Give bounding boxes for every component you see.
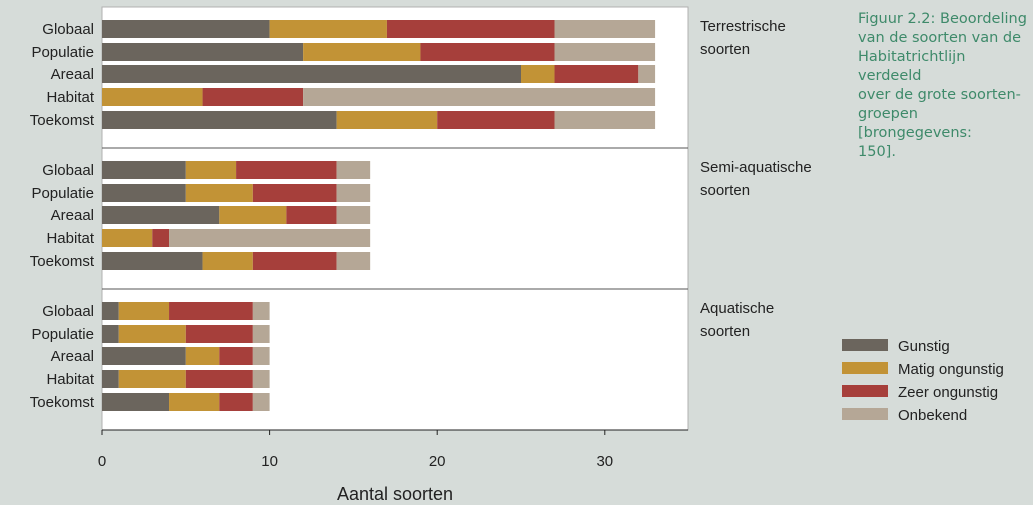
bar-gunstig bbox=[102, 325, 119, 343]
category-label: Globaal bbox=[42, 303, 94, 320]
category-label: Toekomst bbox=[30, 394, 95, 411]
legend-swatch bbox=[842, 408, 888, 420]
x-tick-label: 20 bbox=[429, 453, 446, 470]
legend-label: Zeer ongunstig bbox=[898, 384, 998, 401]
category-label: Globaal bbox=[42, 21, 94, 38]
panel-label: Semi-aquatische soorten bbox=[700, 159, 812, 199]
legend-swatch bbox=[842, 339, 888, 351]
bar-onbekend bbox=[336, 206, 371, 224]
bar-matig-ongunstig bbox=[185, 347, 220, 365]
category-label: Populatie bbox=[31, 185, 94, 202]
bar-zeer-ongunstig bbox=[554, 65, 639, 83]
category-label: Areaal bbox=[51, 66, 94, 83]
bar-matig-ongunstig bbox=[269, 20, 387, 38]
legend-label: Gunstig bbox=[898, 338, 950, 355]
bar-matig-ongunstig bbox=[102, 229, 153, 247]
bar-onbekend bbox=[169, 229, 371, 247]
bar-matig-ongunstig bbox=[118, 325, 186, 343]
bar-gunstig bbox=[102, 393, 170, 411]
legend-label: Matig ongunstig bbox=[898, 361, 1004, 378]
bar-matig-ongunstig bbox=[118, 370, 186, 388]
bar-gunstig bbox=[102, 65, 521, 83]
category-label: Globaal bbox=[42, 162, 94, 179]
bar-onbekend bbox=[638, 65, 656, 83]
category-label: Areaal bbox=[51, 207, 94, 224]
legend-swatch bbox=[842, 385, 888, 397]
bar-gunstig bbox=[102, 370, 119, 388]
bar-zeer-ongunstig bbox=[386, 20, 555, 38]
legend-label: Onbekend bbox=[898, 407, 967, 424]
bar-zeer-ongunstig bbox=[185, 370, 253, 388]
x-tick-label: 30 bbox=[596, 453, 613, 470]
bar-onbekend bbox=[554, 20, 656, 38]
bar-matig-ongunstig bbox=[118, 302, 170, 320]
panel-label: Terrestrische soorten bbox=[700, 18, 786, 58]
bar-gunstig bbox=[102, 111, 337, 129]
bar-zeer-ongunstig bbox=[202, 88, 304, 106]
x-tick-label: 0 bbox=[98, 453, 106, 470]
bar-zeer-ongunstig bbox=[437, 111, 555, 129]
panel-label: Aquatische soorten bbox=[700, 300, 774, 340]
bar-onbekend bbox=[252, 325, 270, 343]
bar-gunstig bbox=[102, 347, 186, 365]
bar-zeer-ongunstig bbox=[252, 184, 337, 202]
bar-matig-ongunstig bbox=[185, 184, 253, 202]
bar-zeer-ongunstig bbox=[286, 206, 337, 224]
category-label: Populatie bbox=[31, 44, 94, 61]
category-label: Toekomst bbox=[30, 253, 95, 270]
bar-zeer-ongunstig bbox=[219, 347, 253, 365]
legend-swatch bbox=[842, 362, 888, 374]
figure-caption: Figuur 2.2: Beoordeling van de soorten v… bbox=[858, 11, 1027, 160]
bar-onbekend bbox=[336, 161, 371, 179]
category-label: Habitat bbox=[46, 371, 94, 388]
bar-zeer-ongunstig bbox=[152, 229, 170, 247]
category-label: Habitat bbox=[46, 230, 94, 247]
bar-zeer-ongunstig bbox=[252, 252, 337, 270]
bar-onbekend bbox=[252, 370, 270, 388]
bar-onbekend bbox=[554, 43, 656, 61]
bar-matig-ongunstig bbox=[169, 393, 220, 411]
bar-zeer-ongunstig bbox=[185, 325, 253, 343]
bar-gunstig bbox=[102, 20, 270, 38]
bar-onbekend bbox=[252, 393, 270, 411]
bar-gunstig bbox=[102, 43, 304, 61]
category-label: Habitat bbox=[46, 89, 94, 106]
bar-gunstig bbox=[102, 184, 186, 202]
bar-matig-ongunstig bbox=[202, 252, 253, 270]
bar-matig-ongunstig bbox=[336, 111, 438, 129]
bar-zeer-ongunstig bbox=[420, 43, 555, 61]
bar-onbekend bbox=[303, 88, 656, 106]
x-axis-title: Aantal soorten bbox=[337, 484, 453, 504]
bar-onbekend bbox=[252, 302, 270, 320]
category-label: Areaal bbox=[51, 348, 94, 365]
x-tick-label: 10 bbox=[261, 453, 278, 470]
bar-onbekend bbox=[336, 252, 371, 270]
bar-zeer-ongunstig bbox=[219, 393, 253, 411]
bar-gunstig bbox=[102, 161, 186, 179]
category-label: Toekomst bbox=[30, 112, 95, 129]
bar-zeer-ongunstig bbox=[169, 302, 253, 320]
bar-matig-ongunstig bbox=[521, 65, 555, 83]
bar-gunstig bbox=[102, 206, 220, 224]
bar-gunstig bbox=[102, 252, 203, 270]
bar-onbekend bbox=[554, 111, 656, 129]
bar-matig-ongunstig bbox=[219, 206, 287, 224]
bar-matig-ongunstig bbox=[102, 88, 203, 106]
bar-onbekend bbox=[336, 184, 371, 202]
bar-matig-ongunstig bbox=[303, 43, 421, 61]
category-label: Populatie bbox=[31, 326, 94, 343]
bar-onbekend bbox=[252, 347, 270, 365]
bar-matig-ongunstig bbox=[185, 161, 237, 179]
bar-zeer-ongunstig bbox=[236, 161, 337, 179]
bar-gunstig bbox=[102, 302, 119, 320]
